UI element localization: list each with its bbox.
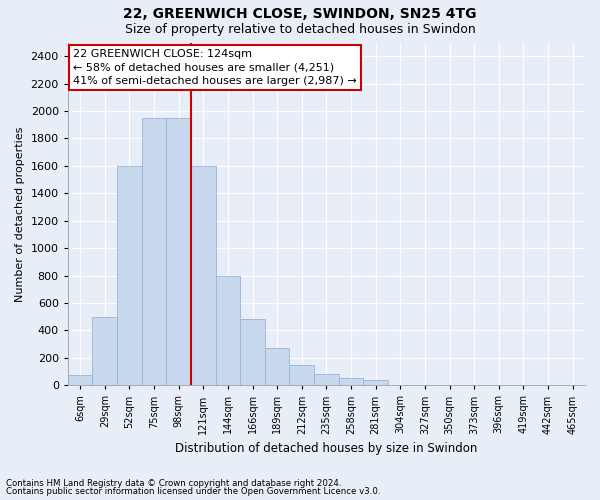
Bar <box>117 166 142 386</box>
Text: Contains HM Land Registry data © Crown copyright and database right 2024.: Contains HM Land Registry data © Crown c… <box>6 478 341 488</box>
Text: Contains public sector information licensed under the Open Government Licence v3: Contains public sector information licen… <box>6 487 380 496</box>
Bar <box>142 118 166 386</box>
X-axis label: Distribution of detached houses by size in Swindon: Distribution of detached houses by size … <box>175 442 478 455</box>
Bar <box>215 276 240 386</box>
Text: Size of property relative to detached houses in Swindon: Size of property relative to detached ho… <box>125 22 475 36</box>
Bar <box>339 378 364 386</box>
Text: 22 GREENWICH CLOSE: 124sqm
← 58% of detached houses are smaller (4,251)
41% of s: 22 GREENWICH CLOSE: 124sqm ← 58% of deta… <box>73 50 357 86</box>
Bar <box>68 375 92 386</box>
Bar <box>289 364 314 386</box>
Bar <box>92 316 117 386</box>
Text: 22, GREENWICH CLOSE, SWINDON, SN25 4TG: 22, GREENWICH CLOSE, SWINDON, SN25 4TG <box>123 8 477 22</box>
Bar <box>265 348 289 386</box>
Bar <box>240 320 265 386</box>
Bar <box>314 374 339 386</box>
Y-axis label: Number of detached properties: Number of detached properties <box>15 126 25 302</box>
Bar <box>191 166 215 386</box>
Bar <box>364 380 388 386</box>
Bar <box>166 118 191 386</box>
